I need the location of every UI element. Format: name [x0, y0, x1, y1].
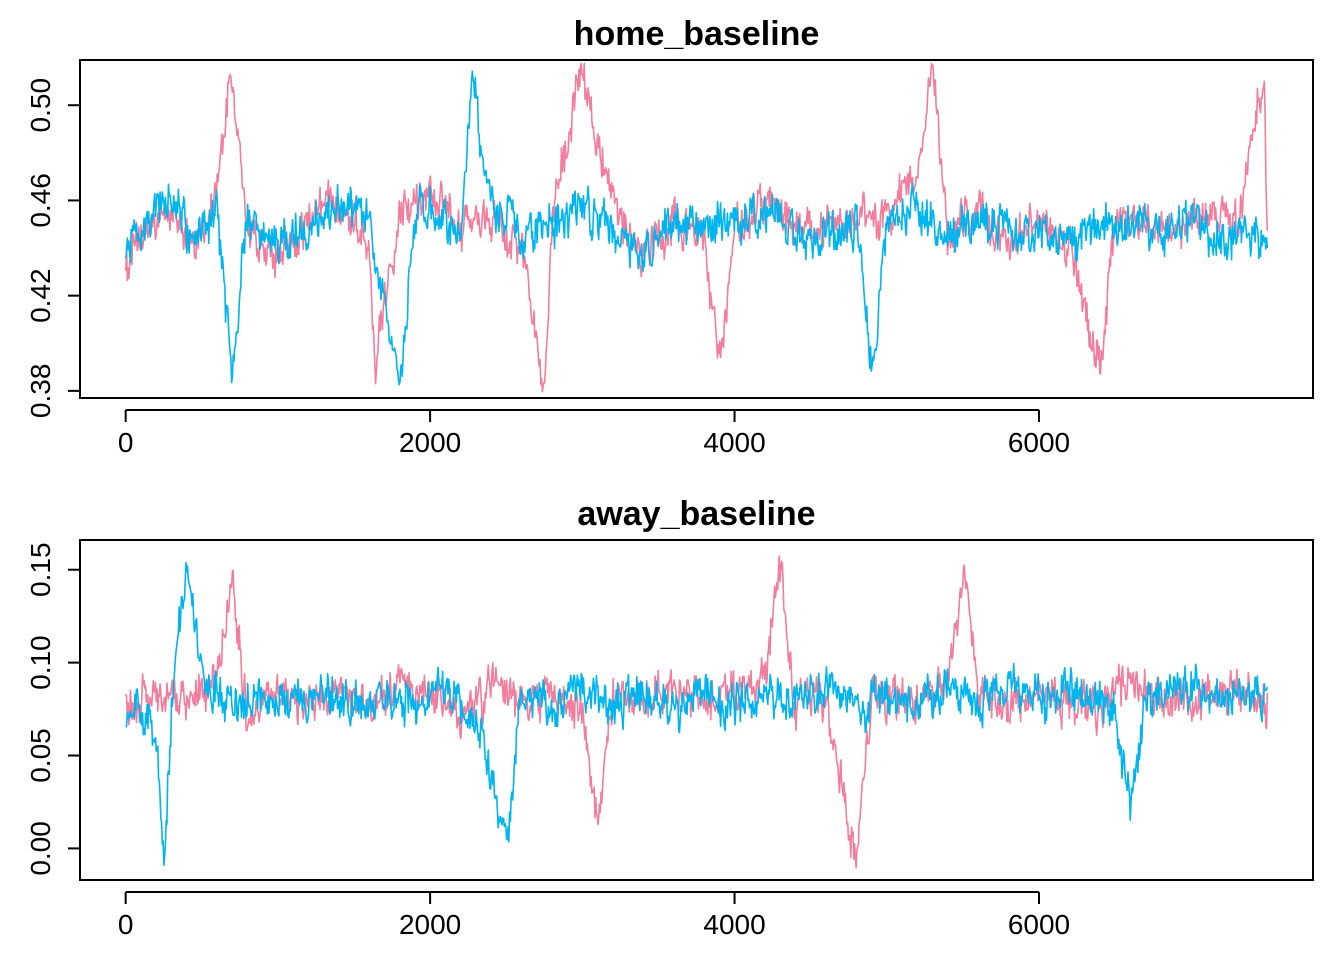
away-baseline-y-tick-label: 0.15 — [25, 542, 56, 597]
home-baseline-axes: 0 2000 4000 6000 0.38 0.42 0.46 0.50 — [25, 78, 1070, 458]
away-baseline-series-layer — [125, 555, 1269, 869]
home-baseline-series-layer — [125, 62, 1269, 393]
away-baseline-plot-frame — [79, 539, 1314, 881]
away-baseline-y-tick-label: 0.10 — [25, 635, 56, 690]
home-baseline-y-tick-label: 0.38 — [25, 364, 56, 419]
away-baseline-x-tick-label: 6000 — [1008, 909, 1070, 940]
away-baseline-x-tick-label: 2000 — [399, 909, 461, 940]
home-baseline-x-tick-label: 2000 — [399, 427, 461, 458]
home-baseline-x-tick-label: 0 — [118, 427, 134, 458]
home-baseline-x-tick-label: 6000 — [1008, 427, 1070, 458]
away-baseline-x-tick-label: 0 — [118, 909, 134, 940]
away-baseline-axes: 0 2000 4000 6000 0.00 0.05 0.10 0.15 — [25, 542, 1070, 940]
away-baseline-panel: away_baseline 0 2000 4000 60000.000.050.100… — [25, 495, 1314, 940]
away-baseline-x-tick-label: 4000 — [703, 909, 765, 940]
home-baseline-y-tick-label: 0.42 — [25, 268, 56, 323]
away-baseline-title: away_baseline — [577, 495, 815, 533]
away-baseline-trace-2 — [125, 561, 1269, 866]
home-baseline-y-tick-label: 0.46 — [25, 173, 56, 228]
home-baseline-panel: home_baseline 0 2000 4000 60000.380.420.460… — [25, 15, 1314, 458]
away-baseline-y-tick-label: 0.05 — [25, 728, 56, 783]
home-baseline-y-tick-label: 0.50 — [25, 78, 56, 132]
home-baseline-x-tick-label: 4000 — [703, 427, 765, 458]
away-baseline-trace-1 — [125, 555, 1269, 869]
home-baseline-trace-2 — [125, 70, 1269, 386]
away-baseline-y-tick-label: 0.00 — [25, 821, 56, 876]
home-baseline-title: home_baseline — [574, 15, 820, 53]
